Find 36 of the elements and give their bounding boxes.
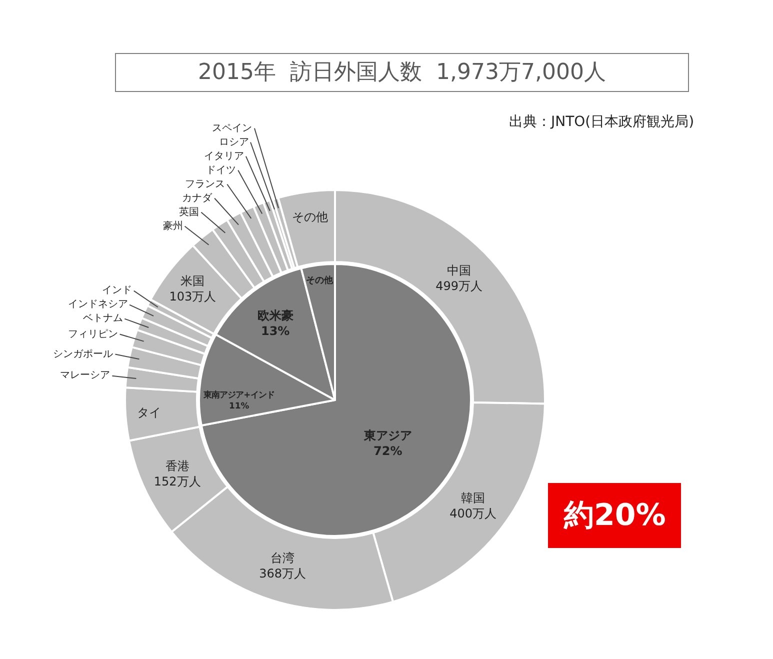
- slice-label: 韓国: [461, 491, 486, 506]
- source-note: 出典：JNTO(日本政府観光局): [509, 114, 694, 130]
- slice-label: シンガポール: [53, 349, 113, 360]
- slice-label: スペイン: [212, 123, 252, 134]
- slice-label: 豪州: [163, 220, 183, 232]
- slice-label: 台湾: [270, 551, 295, 566]
- data-label: 368万人: [259, 566, 306, 581]
- data-label: 11%: [229, 400, 250, 410]
- slice-label: 米国: [180, 274, 205, 288]
- data-label: 152万人: [154, 474, 201, 488]
- slice-label: 東アジア: [362, 428, 412, 443]
- slice-label: タイ: [137, 406, 162, 420]
- data-label: 499万人: [436, 278, 483, 293]
- slice-label: 英国: [179, 206, 199, 218]
- slice-label: インド: [102, 285, 132, 296]
- slice-label: イタリア: [204, 151, 244, 162]
- slice-label: インドネシア: [68, 299, 128, 310]
- slice-label: 欧米豪: [257, 308, 294, 322]
- chart-title: 2015年 訪日外国人数 1,973万7,000人: [198, 60, 606, 85]
- slice-label: カナダ: [182, 192, 213, 204]
- data-label: 72%: [374, 444, 402, 458]
- slice-label: フィリピン: [68, 329, 118, 340]
- slice-label: 香港: [165, 458, 190, 473]
- slice-label: ロシア: [219, 137, 249, 148]
- slice-label: マレーシア: [60, 370, 110, 381]
- slice-label: その他: [292, 210, 328, 224]
- slice-label: 中国: [447, 263, 472, 278]
- slice-label: その他: [306, 275, 334, 286]
- slice-label: フランス: [185, 179, 225, 190]
- data-label: 400万人: [450, 506, 497, 521]
- text: 約20%: [563, 498, 666, 533]
- slice-label: ドイツ: [206, 165, 236, 176]
- data-label: 13%: [260, 324, 290, 338]
- slice-label: ベトナム: [83, 313, 123, 324]
- data-label: 103万人: [169, 290, 216, 304]
- slice-label: 東南アジア+インド: [202, 389, 275, 400]
